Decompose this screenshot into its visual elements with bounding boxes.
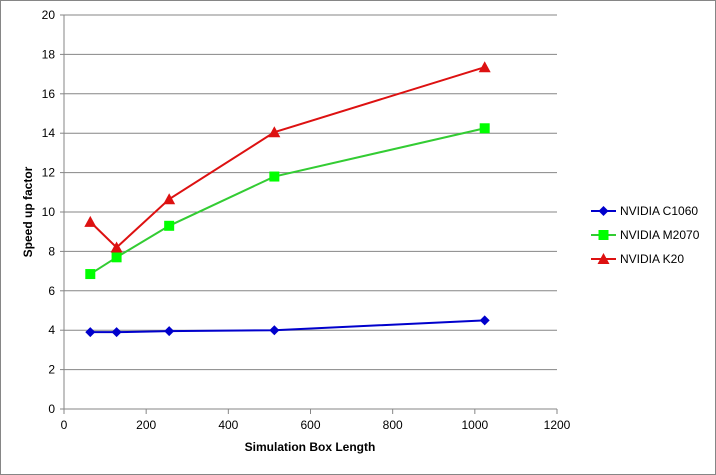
data-point [269, 171, 280, 182]
legend: NVIDIA C1060 NVIDIA M2070 NVIDIA K20 [591, 204, 700, 266]
data-point [163, 193, 176, 205]
y-tick-label: 4 [48, 323, 55, 337]
series-nvidia-m2070 [85, 123, 490, 280]
series-nvidia-k20 [84, 61, 491, 253]
data-point [164, 220, 175, 231]
legend-item: NVIDIA K20 [591, 252, 684, 266]
y-tick-label: 6 [48, 284, 55, 298]
x-tick-label: 200 [136, 418, 156, 432]
y-tick-label: 16 [42, 87, 56, 101]
y-tick-label: 20 [42, 8, 56, 22]
legend-swatch-marker [598, 230, 609, 240]
y-tick-label: 2 [48, 363, 55, 377]
legend-label: NVIDIA K20 [620, 252, 684, 266]
x-tick-label: 1000 [461, 418, 488, 432]
legend-label: NVIDIA C1060 [620, 204, 698, 218]
y-tick-label: 8 [48, 244, 55, 258]
data-point [269, 325, 280, 336]
y-tick-label: 18 [42, 47, 56, 61]
y-tick-label: 10 [42, 205, 56, 219]
data-point [85, 269, 96, 280]
y-tick-label: 0 [48, 402, 55, 416]
x-axis-title: Simulation Box Length [245, 440, 376, 454]
legend-label: NVIDIA M2070 [620, 228, 700, 242]
legend-item: NVIDIA C1060 [591, 204, 698, 218]
y-axis-title: Speed up factor [21, 166, 35, 257]
data-point [111, 327, 122, 338]
legend-swatch-marker [598, 206, 609, 216]
x-tick-label: 600 [300, 418, 320, 432]
data-point [85, 327, 96, 338]
y-tick-label: 14 [42, 126, 56, 140]
series-layer [84, 61, 491, 338]
data-point [84, 215, 97, 227]
x-tick-label: 400 [218, 418, 238, 432]
data-point [111, 252, 122, 263]
data-point [268, 126, 281, 138]
data-point [479, 315, 490, 326]
y-tick-label: 12 [42, 166, 56, 180]
series-nvidia-c1060 [85, 315, 490, 338]
data-point [110, 241, 123, 253]
data-point [479, 123, 490, 134]
legend-item: NVIDIA M2070 [591, 228, 700, 242]
data-point [478, 61, 491, 73]
series-line [89, 127, 485, 275]
gridlines [64, 14, 557, 371]
x-tick-label: 0 [61, 418, 68, 432]
data-point [164, 326, 175, 337]
x-tick-label: 1200 [544, 418, 571, 432]
x-tick-label: 800 [383, 418, 403, 432]
legend-swatch-marker [597, 253, 610, 264]
